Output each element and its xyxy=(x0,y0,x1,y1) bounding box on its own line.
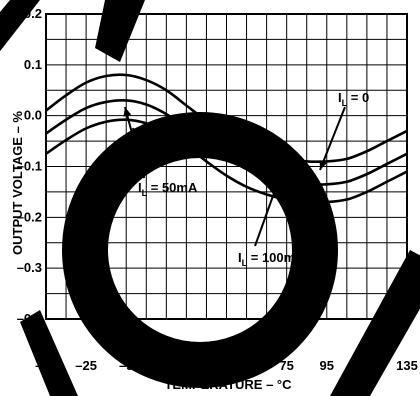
x-tick-label: 35 xyxy=(199,358,213,373)
series-line-1 xyxy=(45,98,408,186)
y-tick-label: 0.2 xyxy=(24,6,42,21)
chart-series xyxy=(45,73,408,204)
y-tick-label: 0.0 xyxy=(24,108,42,123)
watermark-ring xyxy=(62,112,338,388)
x-tick-label: –25 xyxy=(75,358,97,373)
plot-frame xyxy=(45,13,408,320)
y-tick-label: –0.4 xyxy=(17,311,43,326)
x-axis-title: TEMPERATURE – °C xyxy=(164,377,292,392)
x-tick-label: 95 xyxy=(320,358,334,373)
x-tick-labels: –45 –25 –5 15 35 55 75 95 115 135 xyxy=(35,358,418,373)
x-tick-label: 15 xyxy=(159,358,173,373)
chart-grid xyxy=(45,13,408,320)
x-tick-label: 55 xyxy=(239,358,253,373)
watermark-stroke xyxy=(95,0,145,62)
leader-il-50ma-lower-head xyxy=(131,128,139,138)
series-line-0 xyxy=(45,73,408,164)
series-annotations: IL = 0 IL = 50mA IL = 100mA xyxy=(138,90,369,268)
leader-il-50ma-upper-head xyxy=(123,107,132,117)
y-tick-labels: 0.2 0.1 0.0 –0.1 –0.2 –0.3 –0.4 xyxy=(17,6,43,326)
leader-il-100ma xyxy=(254,181,279,247)
x-tick-label: 115 xyxy=(356,358,377,373)
x-tick-label: –5 xyxy=(119,358,133,373)
y-tick-label: –0.1 xyxy=(17,159,42,174)
x-tick-label: –45 xyxy=(35,358,57,373)
leader-il-0-head xyxy=(319,160,328,170)
series-line-2 xyxy=(45,118,408,204)
leader-il-0 xyxy=(319,106,346,171)
y-axis-title: OUTPUT VOLTAGE – % xyxy=(10,111,25,255)
annotation-leaders xyxy=(123,106,346,247)
x-tick-label: 135 xyxy=(396,358,418,373)
y-tick-label: –0.3 xyxy=(17,260,42,275)
leader-il-100ma-head xyxy=(271,182,279,192)
y-tick-label: 0.1 xyxy=(24,57,42,72)
series-label-1: IL = 50mA xyxy=(138,180,198,198)
watermark-stroke xyxy=(330,250,420,396)
watermark-stroke xyxy=(0,0,40,52)
x-tick-label: 75 xyxy=(279,358,293,373)
y-tick-label: –0.2 xyxy=(17,209,42,224)
series-label-2: IL = 100mA xyxy=(238,250,305,268)
watermark-stroke xyxy=(20,310,78,396)
series-label-0: IL = 0 xyxy=(338,90,369,108)
